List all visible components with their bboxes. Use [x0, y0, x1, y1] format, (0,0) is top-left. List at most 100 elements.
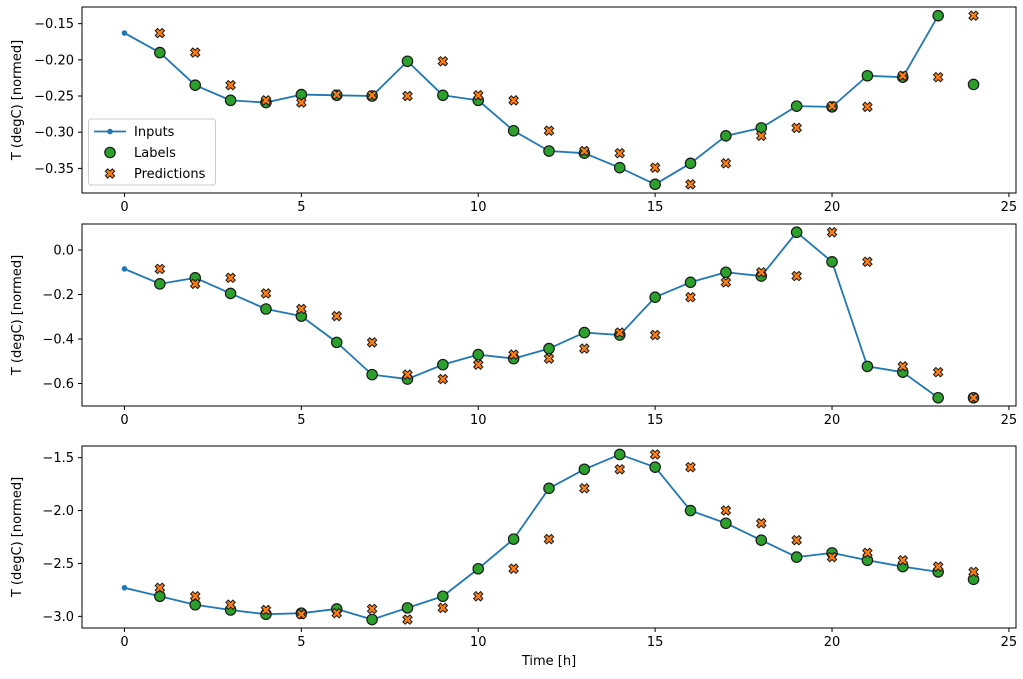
labels-marker [613, 448, 626, 461]
predictions-marker [685, 291, 696, 303]
y-tick-label: −3.0 [42, 610, 74, 625]
legend-label: Labels [134, 146, 176, 161]
labels-marker [649, 461, 661, 473]
x-tick-label: 5 [297, 200, 305, 215]
legend-labels-marker [104, 146, 116, 159]
predictions-marker [154, 27, 166, 39]
predictions-marker [508, 563, 519, 575]
predictions-marker [260, 288, 272, 299]
predictions-marker [826, 551, 838, 563]
labels-marker [260, 303, 272, 315]
labels-marker [437, 358, 449, 371]
y-tick-label: −0.4 [42, 333, 74, 348]
labels-marker [790, 226, 803, 239]
predictions-marker [897, 361, 909, 372]
labels-marker [401, 55, 414, 68]
y-tick-label: 0.0 [53, 244, 74, 259]
x-tick-label: 20 [824, 200, 841, 215]
labels-marker [507, 124, 520, 137]
predictions-marker [508, 349, 519, 360]
x-tick-label: 15 [647, 413, 664, 428]
labels-marker [967, 78, 980, 91]
legend-inputs-marker [107, 128, 113, 135]
inputs-marker [121, 266, 128, 272]
legend-label: Predictions [134, 167, 206, 182]
predictions-marker [826, 226, 838, 238]
predictions-marker [791, 270, 802, 282]
predictions-marker [331, 89, 343, 100]
labels-marker [826, 256, 838, 268]
predictions-marker [331, 607, 343, 619]
labels-marker [507, 533, 520, 545]
labels-marker [649, 178, 661, 191]
labels-marker [543, 482, 555, 495]
labels-marker [720, 266, 732, 279]
predictions-marker [437, 373, 449, 385]
predictions-marker [260, 604, 272, 616]
predictions-marker [437, 55, 449, 67]
x-tick-label: 10 [470, 413, 487, 428]
labels-marker [401, 602, 414, 614]
y-tick-label: −2.5 [42, 557, 74, 572]
predictions-marker [897, 554, 909, 566]
y-axis-label: T (degC) [normed] [10, 477, 25, 598]
labels-marker [790, 100, 803, 112]
labels-marker [578, 326, 591, 339]
predictions-marker [296, 608, 307, 620]
labels-marker [366, 368, 378, 381]
predictions-marker [685, 178, 696, 190]
labels-marker [684, 157, 697, 170]
inputs-line [124, 453, 939, 621]
labels-marker [543, 145, 555, 157]
subplot-3: 0 5 10 15 20 25 −1.5 −2.0 −2.5 −3.0 T (degC) [norm… [10, 445, 1018, 669]
predictions-marker [932, 366, 944, 378]
labels-marker [684, 276, 697, 289]
predictions-marker [225, 272, 236, 284]
y-tick-label: −0.25 [34, 90, 74, 105]
predictions-marker [862, 256, 873, 268]
labels-marker [224, 94, 237, 107]
predictions-marker [897, 70, 909, 82]
predictions-marker [225, 599, 236, 611]
predictions-marker [968, 566, 979, 578]
predictions-marker [720, 157, 732, 169]
x-tick-label: 25 [1001, 635, 1018, 650]
x-tick-label: 20 [824, 635, 841, 650]
x-tick-label: 20 [824, 413, 841, 428]
labels-marker [720, 130, 732, 142]
predictions-marker [543, 533, 555, 545]
predictions-marker [649, 162, 661, 174]
x-tick-label: 0 [120, 635, 128, 650]
predictions-marker [154, 582, 166, 594]
x-tick-label: 5 [297, 413, 305, 428]
predictions-marker [649, 329, 661, 341]
x-tick-label: 25 [1001, 413, 1018, 428]
labels-marker [543, 342, 555, 355]
labels-marker [861, 69, 874, 82]
predictions-marker [402, 90, 413, 102]
inputs-line [124, 15, 939, 186]
legend-box [88, 118, 216, 186]
predictions-marker [579, 145, 590, 157]
predictions-marker [472, 359, 484, 370]
labels-marker [295, 88, 308, 101]
predictions-marker [826, 100, 838, 112]
x-tick-label: 10 [470, 200, 487, 215]
predictions-marker [260, 95, 272, 106]
y-tick-label: −0.15 [34, 17, 74, 32]
x-tick-label: 15 [647, 200, 664, 215]
predictions-marker [402, 369, 413, 380]
labels-marker [472, 562, 485, 575]
labels-marker [154, 590, 166, 603]
predictions-marker [472, 89, 484, 101]
predictions-marker [331, 310, 343, 322]
y-tick-label: −0.35 [34, 162, 74, 177]
inputs-marker [121, 584, 128, 591]
labels-marker [613, 161, 626, 174]
predictions-marker [189, 278, 201, 290]
predictions-marker [543, 353, 555, 364]
labels-marker [649, 291, 661, 304]
y-tick-label: −2.0 [42, 504, 74, 519]
